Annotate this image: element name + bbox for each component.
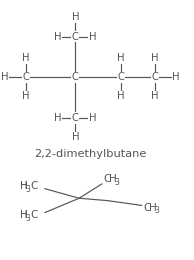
Text: C: C — [144, 203, 151, 213]
Text: H: H — [22, 53, 29, 63]
Text: H: H — [1, 72, 9, 82]
Text: 3: 3 — [26, 185, 31, 194]
Text: H: H — [89, 32, 96, 42]
Text: C: C — [104, 174, 111, 184]
Text: H: H — [172, 72, 180, 82]
Text: C: C — [72, 113, 79, 123]
Text: H: H — [152, 92, 159, 101]
Text: H: H — [152, 53, 159, 63]
Text: 3: 3 — [155, 206, 160, 216]
Text: H: H — [54, 32, 62, 42]
Text: H: H — [72, 132, 79, 142]
Text: C: C — [30, 210, 38, 220]
Text: H: H — [22, 92, 29, 101]
Text: H: H — [20, 181, 28, 191]
Text: H: H — [89, 113, 96, 123]
Text: C: C — [22, 72, 29, 82]
Text: H: H — [20, 181, 28, 191]
Text: H: H — [72, 12, 79, 22]
Text: 3: 3 — [115, 178, 120, 187]
Text: 3: 3 — [26, 214, 31, 223]
Text: H: H — [109, 174, 117, 184]
Text: H: H — [117, 92, 125, 101]
Text: C: C — [30, 181, 38, 191]
Text: C: C — [118, 72, 124, 82]
Text: 2,2-dimethylbutane: 2,2-dimethylbutane — [34, 149, 147, 159]
Text: C: C — [152, 72, 159, 82]
Text: H: H — [117, 53, 125, 63]
Text: H: H — [20, 210, 28, 220]
Text: H: H — [20, 210, 28, 220]
Text: H: H — [54, 113, 62, 123]
Text: H: H — [149, 203, 157, 213]
Text: C: C — [72, 32, 79, 42]
Text: C: C — [72, 72, 79, 82]
